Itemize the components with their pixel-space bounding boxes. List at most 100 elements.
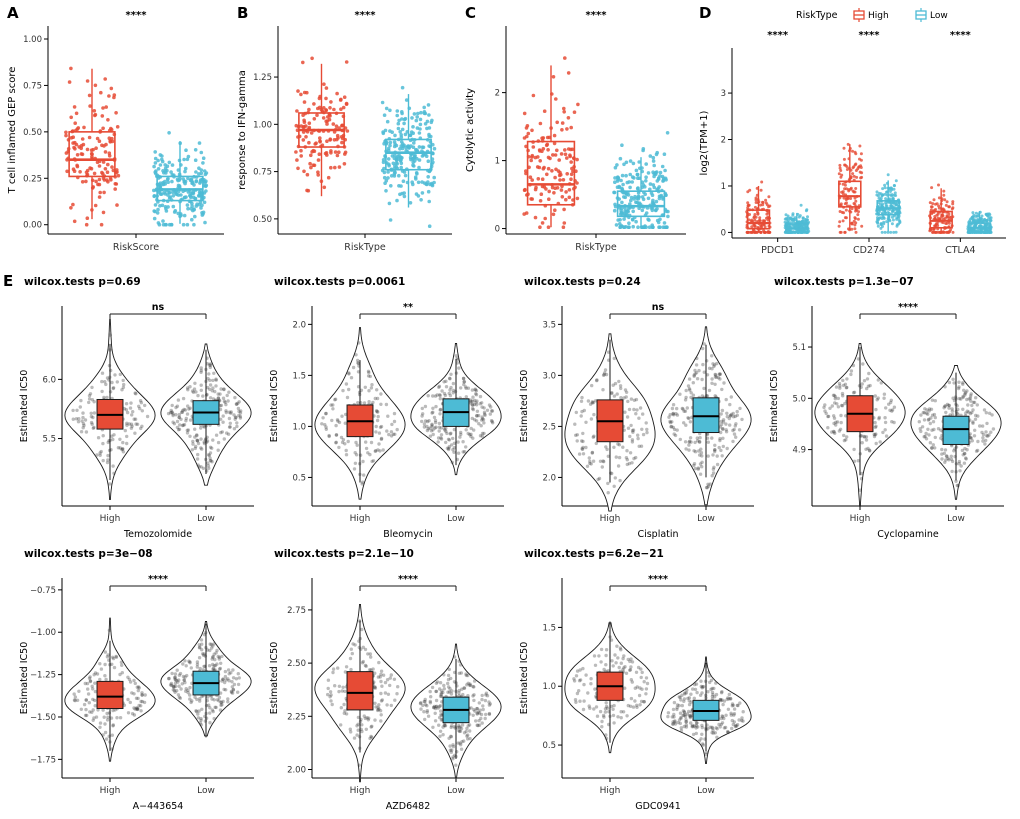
y-axis-title: Estimated IC50: [269, 642, 280, 715]
boxplot: [442, 658, 470, 759]
x-axis-title: AZD6482: [386, 801, 431, 812]
group-label: Low: [947, 514, 965, 524]
y-axis-title: Estimated IC50: [19, 370, 30, 443]
group-label: Low: [197, 786, 215, 796]
y-tick-label: 1.00: [23, 35, 42, 45]
box: [692, 397, 720, 434]
x-axis-title: RiskType: [575, 242, 617, 253]
y-tick-label: 2.0: [292, 320, 306, 330]
y-axis-title: Cytolytic activity: [465, 88, 476, 172]
panel-a: A 0.00 0.25 0.50 0.75 1.00 T cell inflamed GE…: [4, 2, 234, 268]
y-tick-label: 6.0: [42, 375, 56, 385]
group-label: Low: [447, 514, 465, 524]
y-tick-label: 1.00: [253, 120, 272, 130]
chart-panel-b: 0.50 0.75 1.00 1.25 response to IFN-gamma Ris…: [237, 10, 452, 253]
chart-panel-c: 0 1 2 Cytolytic activity RiskType ****: [465, 10, 686, 253]
group-label: High: [850, 514, 871, 524]
significance-label: ****: [586, 10, 608, 21]
chart-temozolomide: 5.5 6.0 Estimated IC50 wilcox.tests p=0.69 H…: [19, 276, 254, 540]
significance-label: ****: [767, 30, 789, 41]
y-tick-label: 2.25: [287, 712, 306, 722]
panel-title: wilcox.tests p=2.1e−10: [274, 548, 414, 560]
group-label: High: [600, 786, 621, 796]
y-axis-title: T cell inflamed GEP score: [7, 67, 18, 195]
panel-e-block: E 5.5 6.0 Estimated IC50 wilcox.tests p=0.6…: [0, 272, 1020, 816]
y-tick-label: 5.5: [42, 435, 56, 445]
boxplot: [298, 63, 345, 197]
panel-title: wilcox.tests p=1.3e−07: [774, 276, 914, 288]
y-tick-label: 5.0: [792, 394, 806, 404]
boxplot: [785, 212, 809, 233]
group-label: High: [600, 514, 621, 524]
boxplot: [346, 620, 374, 753]
y-axis-title: Estimated IC50: [519, 642, 530, 715]
y-tick-label: 3: [721, 89, 726, 99]
box: [346, 671, 374, 711]
panel-c: C 0 1 2 Cytolytic activity RiskType ****: [462, 2, 696, 268]
axes: 0.5 1.0 1.5: [542, 578, 754, 782]
boxplot: [846, 347, 874, 476]
box: [876, 200, 900, 216]
axes: 2.00 2.25 2.50 2.75: [287, 578, 504, 782]
boxplot: [96, 343, 124, 480]
y-tick-label: 2: [495, 89, 500, 99]
legend-item-label: Low: [930, 11, 948, 21]
boxplot: [692, 662, 720, 751]
chart-panel-a: 0.00 0.25 0.50 0.75 1.00 T cell inflamed GEP …: [7, 10, 224, 253]
significance-label: ****: [126, 10, 148, 21]
y-tick-label: 1.0: [292, 422, 306, 432]
axes: 2.0 2.5 3.0 3.5: [542, 306, 754, 510]
panel-label-d: D: [699, 4, 712, 22]
y-axis-title: response to IFN-gamma: [237, 70, 248, 190]
boxplot: [442, 359, 470, 466]
boxplot: [156, 141, 204, 224]
y-axis-title: Estimated IC50: [19, 642, 30, 715]
panel-b: B 0.50 0.75 1.00 1.25 response to IFN-gamma R…: [234, 2, 462, 268]
axes: 5.5 6.0: [42, 306, 254, 510]
axes: 0 1 2 3: [721, 48, 1006, 242]
y-tick-label: −1.00: [30, 628, 56, 638]
y-tick-label: 1: [721, 182, 726, 192]
group-label: High: [350, 786, 371, 796]
y-tick-label: 0.5: [542, 741, 556, 751]
significance-label: ns: [152, 302, 165, 313]
chart-a443654: −1.75 −1.50 −1.25 −1.00 −0.75 Estimated IC50 w…: [19, 548, 254, 812]
group-label: Low: [447, 786, 465, 796]
boxplot: [68, 68, 116, 220]
boxplot: [942, 372, 970, 481]
boxplot: [346, 360, 374, 483]
y-tick-label: 1.5: [542, 623, 556, 633]
boxplot: [596, 339, 624, 483]
chart-azd6482: 2.00 2.25 2.50 2.75 Estimated IC50 wilcox.tes…: [269, 548, 504, 812]
boxplot: [616, 157, 666, 228]
y-tick-label: 0.50: [253, 215, 272, 225]
x-axis-title: RiskScore: [113, 242, 159, 253]
legend-title: RiskType: [796, 10, 838, 21]
legend: RiskType High Low: [796, 8, 948, 22]
panel-label-b: B: [237, 4, 249, 22]
boxplot: [192, 349, 220, 475]
group-label: Low: [697, 786, 715, 796]
significance-label: **: [403, 302, 413, 313]
panel-label-a: A: [7, 4, 19, 22]
chart-gdc0941: 0.5 1.0 1.5 Estimated IC50 wilcox.tests p=6.…: [519, 548, 754, 812]
jitter-points: [71, 333, 150, 486]
panel-title: wilcox.tests p=3e−08: [24, 548, 153, 560]
top-row: A 0.00 0.25 0.50 0.75 1.00 T cell inflamed GE…: [0, 0, 1020, 268]
group-label: High: [100, 786, 121, 796]
x-axis-title: Cyclopamine: [877, 529, 939, 540]
y-tick-label: 2: [721, 136, 726, 146]
axes: 0.00 0.25 0.50 0.75 1.00: [23, 26, 224, 238]
significance-bracket: ****: [859, 302, 957, 319]
y-tick-label: 1.0: [542, 682, 556, 692]
boxplot: [692, 344, 720, 478]
y-tick-label: 2.50: [287, 659, 306, 669]
significance-label: ****: [859, 30, 881, 41]
significance-label: ****: [355, 10, 377, 21]
e-row-2: −1.75 −1.50 −1.25 −1.00 −0.75 Estimated IC50 w…: [16, 544, 1020, 816]
panel-title: wilcox.tests p=0.24: [524, 276, 641, 288]
y-axis-title: Estimated IC50: [269, 370, 280, 443]
panel-e6: 2.00 2.25 2.50 2.75 Estimated IC50 wilcox.tes…: [266, 544, 516, 816]
axes: 0 1 2: [495, 26, 686, 238]
y-tick-label: −1.25: [30, 671, 56, 681]
